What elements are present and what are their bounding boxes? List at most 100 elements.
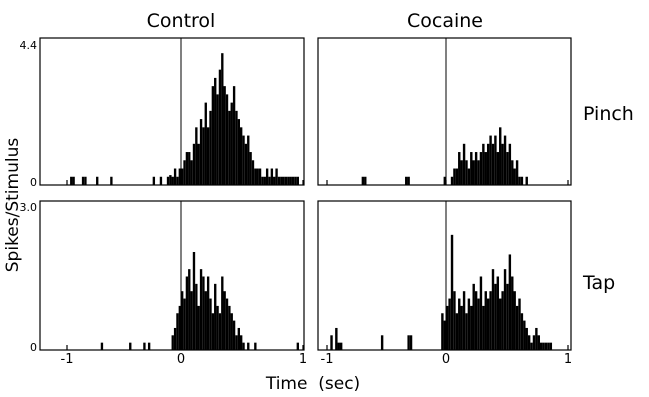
histogram-bar (173, 327, 177, 350)
histogram-bar (235, 335, 238, 350)
histogram-bar (506, 152, 509, 185)
histogram-bar (482, 143, 485, 185)
histogram-bar (225, 298, 229, 350)
ytick-label-control-tap-zero: 0 (30, 341, 37, 354)
histogram-bar (499, 127, 502, 185)
histogram-bar (240, 335, 243, 350)
histogram-bar (465, 160, 468, 185)
histogram-bar (330, 335, 333, 350)
histogram-bar (171, 335, 174, 350)
column-title-cocaine: Cocaine (407, 10, 483, 32)
histogram-bar (535, 327, 538, 350)
histogram-bar (511, 160, 514, 185)
histogram-bar (489, 135, 492, 185)
histogram-bar (214, 283, 217, 350)
y-axis-label: Spikes/Stimulus (3, 138, 23, 273)
histogram-bar (409, 335, 413, 350)
histogram-bar (472, 283, 475, 350)
histogram-bar (474, 152, 478, 185)
histogram-bar (84, 176, 87, 185)
histogram-bar (183, 160, 186, 185)
histogram-bar (218, 313, 222, 350)
histogram-bar (296, 176, 299, 185)
histogram-bar (450, 176, 454, 185)
histogram-bar (479, 276, 483, 350)
histogram-bar (284, 176, 288, 185)
histogram-bar (458, 152, 461, 185)
histogram-bar (159, 176, 163, 185)
histogram-bar (407, 335, 410, 350)
histogram-bar (380, 335, 384, 350)
histogram-bar (100, 342, 104, 350)
histogram-bar (181, 168, 184, 185)
histogram-bar (501, 291, 504, 350)
histogram-bar (204, 102, 207, 185)
histogram-bar (96, 176, 99, 185)
histogram-bar (192, 252, 196, 350)
histogram-bar (455, 168, 459, 185)
histogram-bar (287, 176, 290, 185)
histogram-bar (458, 298, 461, 350)
histogram-bar (280, 176, 283, 185)
histogram-bar (225, 94, 229, 185)
histogram-bar (143, 342, 146, 350)
histogram-bar (460, 305, 463, 350)
histogram-bar (508, 143, 512, 185)
histogram-bar (539, 342, 543, 350)
histogram-bar (482, 305, 485, 350)
histogram-bar (448, 298, 451, 350)
histogram-bar (501, 143, 504, 185)
histogram-bar (190, 291, 193, 350)
ytick-label-control-tap-top: 3.0 (20, 201, 38, 214)
histogram-bar (206, 276, 210, 350)
histogram-bar (216, 94, 219, 185)
histogram-bar (472, 160, 475, 185)
histogram-bar (221, 53, 224, 185)
histogram-bar (244, 143, 248, 185)
histogram-bar (443, 176, 446, 185)
histogram-bar (265, 168, 269, 185)
xtick-label-right-1: 1 (564, 352, 572, 367)
histogram-bar (441, 313, 444, 350)
histogram-bar (195, 127, 198, 185)
histogram-bar (251, 160, 255, 185)
histogram-bar (494, 283, 497, 350)
histogram-bar (508, 254, 512, 350)
histogram-bar (277, 176, 281, 185)
histogram-bar (169, 175, 172, 185)
xtick-label-left-1: 1 (299, 352, 307, 367)
histogram-bar (178, 305, 181, 350)
histogram-bar (335, 327, 338, 350)
xtick-label-left-neg1: -1 (61, 352, 74, 367)
histogram-bar (228, 305, 231, 350)
histogram-bar (230, 313, 233, 350)
histogram-bar (199, 119, 203, 185)
panel-control-tap (39, 200, 305, 351)
histogram-bar (197, 143, 200, 185)
histogram-bar (467, 298, 471, 350)
histogram-bar (185, 152, 189, 185)
histogram-bar (188, 152, 191, 185)
histogram-bar (460, 160, 463, 185)
histogram-bar (486, 298, 490, 350)
histogram-bar (242, 135, 245, 185)
histogram-bar (185, 276, 189, 350)
histogram-bar (530, 342, 533, 350)
histogram-bar (204, 291, 207, 350)
histogram-bar (462, 143, 466, 185)
histogram-bar (178, 168, 181, 185)
histogram-bar (261, 176, 264, 185)
histogram-bar (166, 176, 170, 185)
histogram-bar (211, 313, 215, 350)
histogram-bar (275, 168, 278, 185)
histogram-bar (462, 291, 466, 350)
column-title-control: Control (147, 10, 216, 32)
histogram-bar (486, 143, 490, 185)
histogram-bar (520, 313, 524, 350)
histogram-bar (513, 168, 516, 185)
histogram-bar (477, 298, 480, 350)
histogram-bar (470, 152, 473, 185)
histogram-bar (291, 176, 295, 185)
panel-frame (39, 200, 305, 351)
histogram-bar (247, 342, 250, 350)
